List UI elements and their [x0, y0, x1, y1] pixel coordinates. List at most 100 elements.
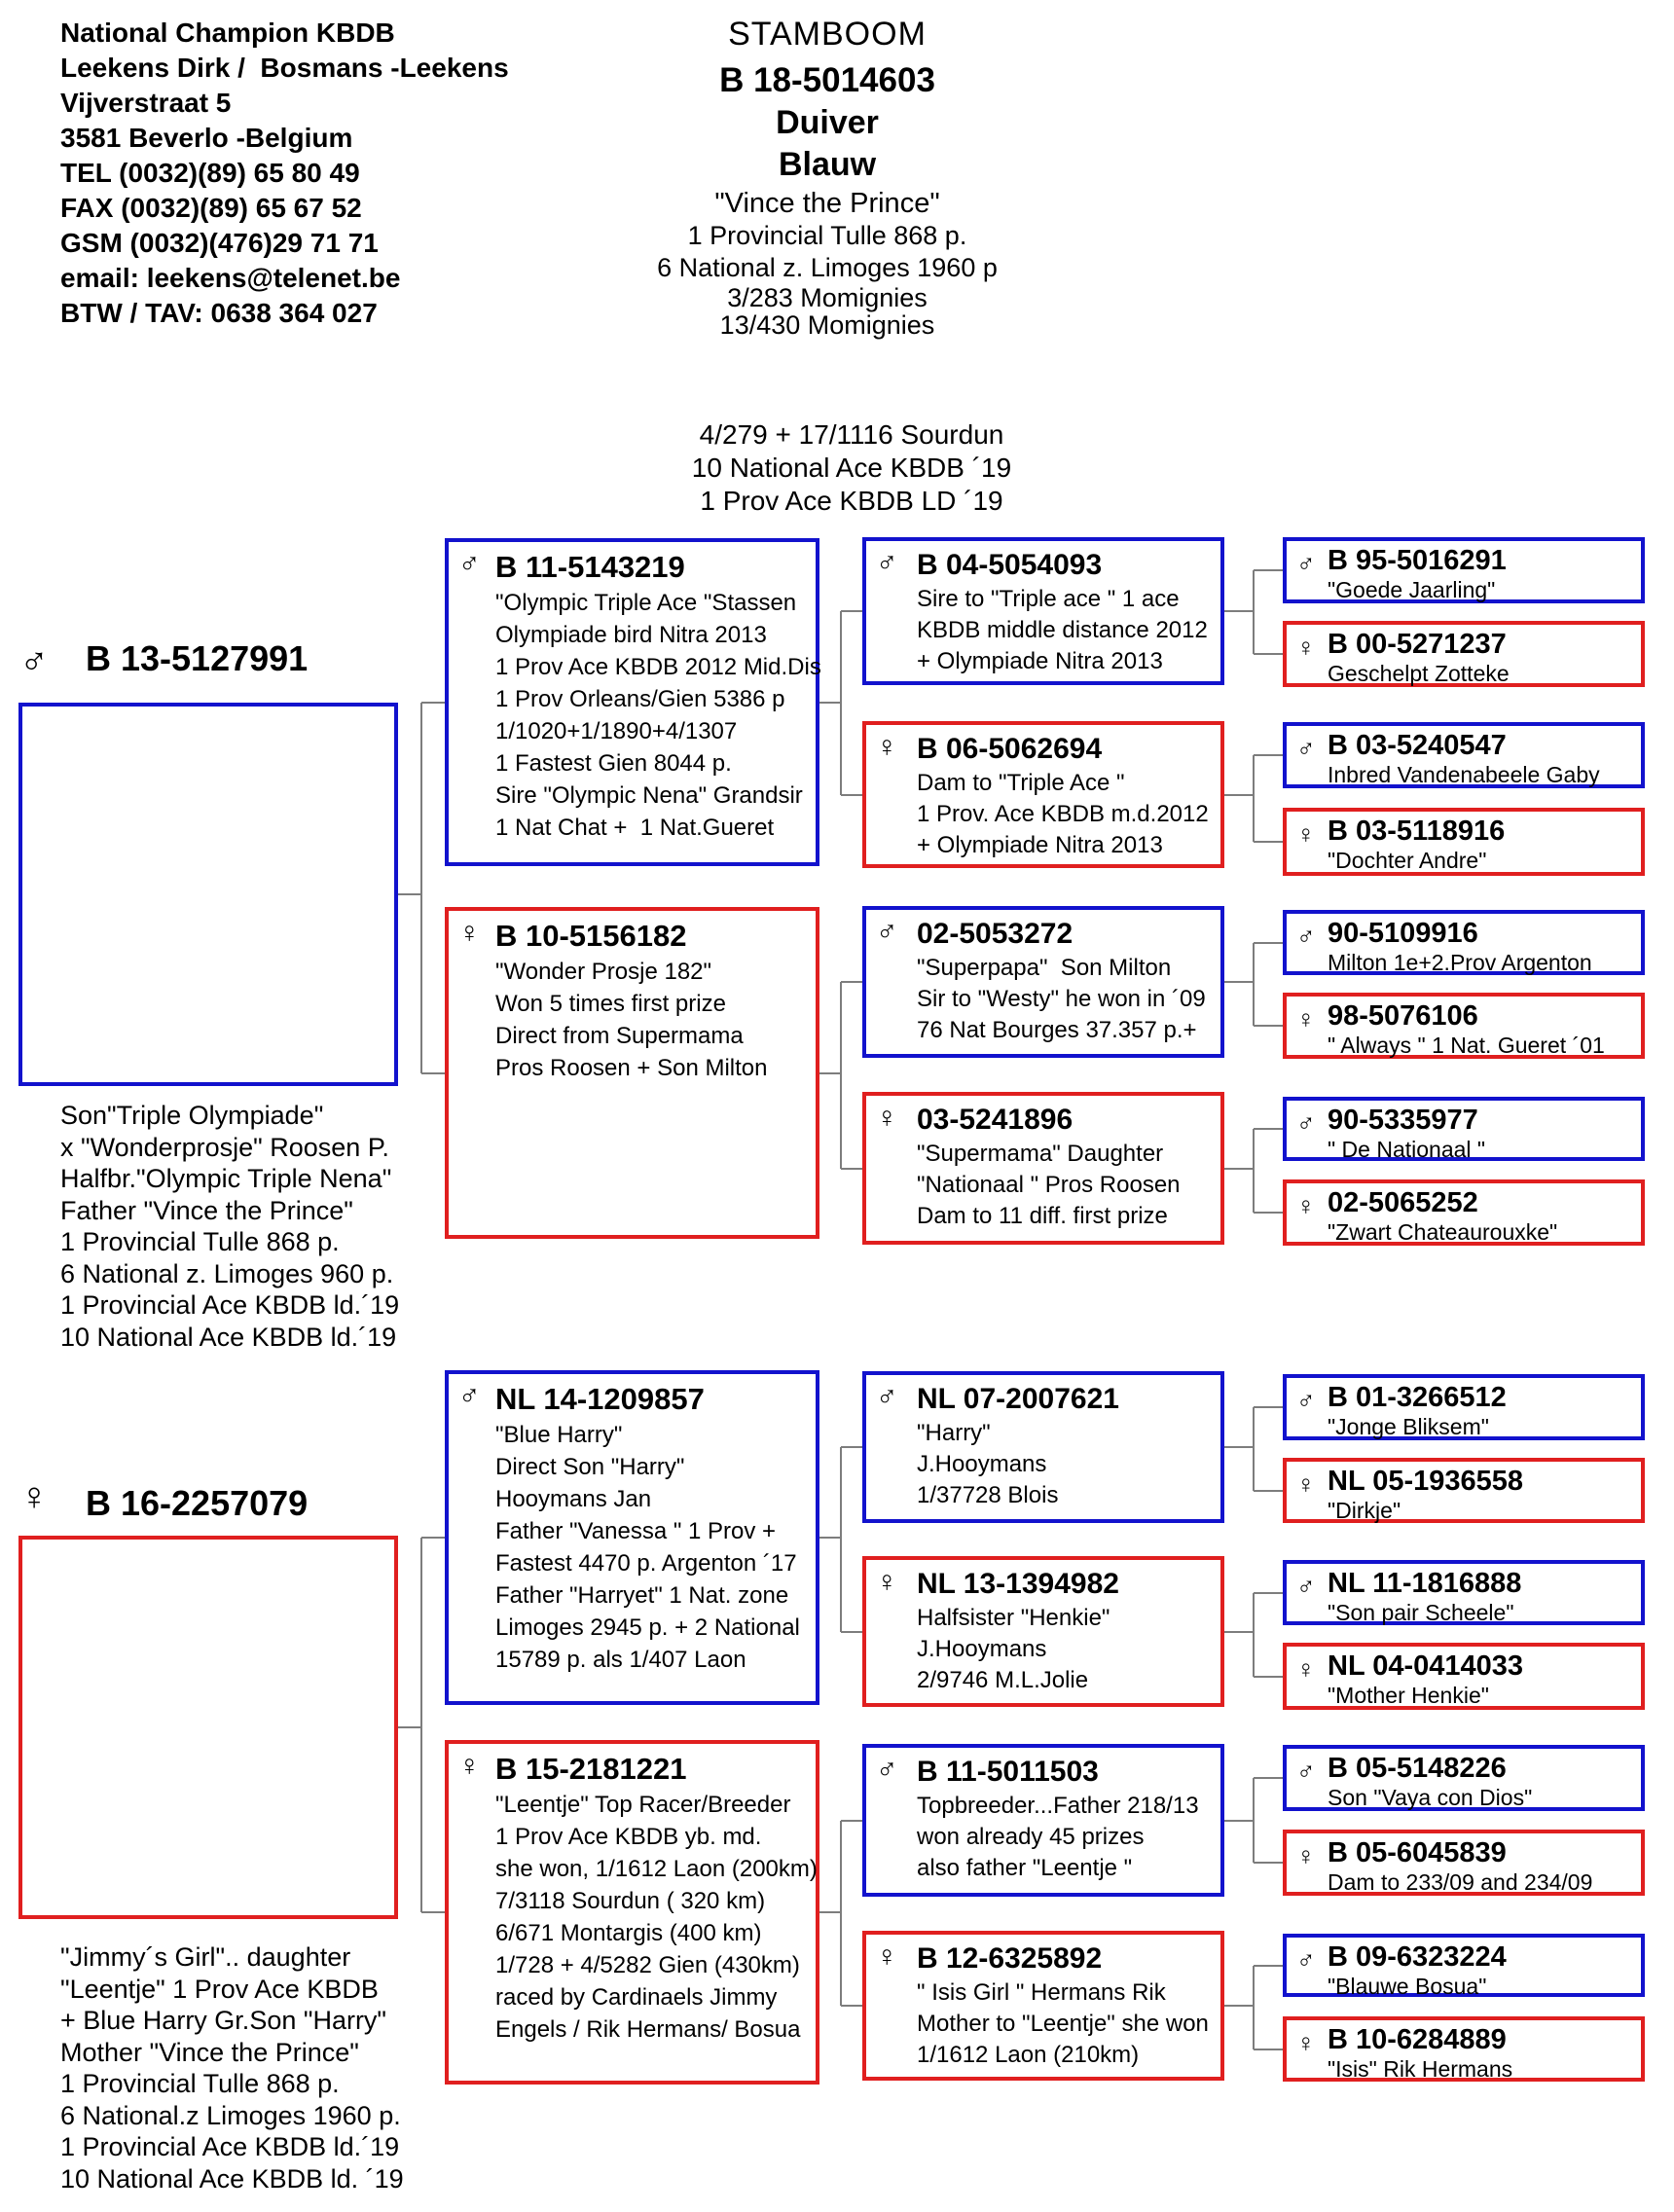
- connector-line: [1254, 1675, 1283, 1678]
- pedigree-node: ♂ B 05-5148226 Son "Vaya con Dios": [1283, 1745, 1645, 1811]
- ring-number: B 01-3266512: [1328, 1382, 1507, 1413]
- ring-number: B 11-5011503: [917, 1756, 1099, 1788]
- text-line: x "Wonderprosje" Roosen P.: [60, 1132, 389, 1162]
- node-details: "Isis" Rik Hermans: [1287, 2056, 1641, 2082]
- text-line: Son "Vaya con Dios": [1328, 1785, 1533, 1810]
- text-line: 1 Prov Ace KBDB LD ´19: [700, 486, 1003, 516]
- text-line: Halfbr."Olympic Triple Nena": [60, 1164, 392, 1193]
- text-line: Direct from Supermama: [495, 1023, 744, 1049]
- text-line: Won 5 times first prize: [495, 991, 726, 1017]
- sire-ring-number: B 13-5127991: [86, 638, 309, 678]
- node-details: "Goede Jaarling": [1287, 577, 1641, 602]
- pedigree-node: ♀ NL 13-1394982 Halfsister "Henkie" J.Hoo…: [862, 1556, 1224, 1707]
- ring-number: NL 07-2007621: [917, 1383, 1119, 1415]
- text-line: 2/9746 M.L.Jolie: [917, 1667, 1089, 1693]
- ring-number: B 06-5062694: [917, 733, 1103, 765]
- text-line: 4/279 + 17/1116 Sourdun: [699, 419, 1004, 450]
- text-line: "Supermama" Daughter: [917, 1141, 1164, 1167]
- node-details: "Blauwe Bosua": [1287, 1974, 1641, 1999]
- male-icon: ♂: [876, 547, 898, 579]
- text-line: J.Hooymans: [917, 1636, 1047, 1662]
- ring-number: 03-5241896: [917, 1104, 1074, 1136]
- text-line: Leekens Dirk / Bosmans -Leekens: [60, 53, 509, 83]
- connector-line: [841, 1630, 862, 1633]
- female-icon: ♀: [458, 1750, 481, 1782]
- male-icon: ♂: [458, 548, 481, 580]
- pedigree-node: ♀ 03-5241896 "Supermama" Daughter "Nation…: [862, 1092, 1224, 1245]
- connector-line: [840, 1820, 842, 2006]
- ring-number: NL 13-1394982: [917, 1568, 1119, 1600]
- connector-line: [841, 1446, 862, 1448]
- node-details: "Superpapa" Son Milton Sir to "Westy" he …: [866, 953, 1220, 1046]
- connector-line: [1253, 1592, 1255, 1677]
- text-line: 1/37728 Blois: [917, 1482, 1059, 1508]
- text-line: 1/728 + 4/5282 Gien (430km): [495, 1952, 800, 1978]
- text-line: 1 Provincial Ace KBDB ld.´19: [60, 2132, 400, 2161]
- male-icon: ♂: [458, 1380, 481, 1412]
- text-line: FAX (0032)(89) 65 67 52: [60, 193, 362, 223]
- connector-line: [1224, 793, 1254, 796]
- text-line: 1 Provincial Ace KBDB ld.´19: [60, 1290, 400, 1320]
- connector-line: [841, 2005, 862, 2007]
- text-line: raced by Cardinaels Jimmy: [495, 1984, 778, 2011]
- male-icon: ♂: [1296, 1386, 1316, 1415]
- text-line: + Olympiade Nitra 2013: [917, 832, 1163, 858]
- pedigree-node: ♀ B 05-6045839 Dam to 233/09 and 234/09: [1283, 1830, 1645, 1896]
- ring-number: NL 04-0414033: [1328, 1650, 1524, 1682]
- text-line: Engels / Rik Hermans/ Bosua: [495, 2016, 801, 2043]
- node-details: " Isis Girl " Hermans Rik Mother to "Leen…: [866, 1977, 1220, 2071]
- connector-line: [1254, 941, 1283, 944]
- text-line: "Leentje" 1 Prov Ace KBDB: [60, 1974, 379, 2004]
- document-title: STAMBOOM: [728, 16, 927, 53]
- text-line: 1 Prov Ace KBDB 2012 Mid.Dis: [495, 654, 821, 680]
- result-line: 3/283 Momignies: [727, 283, 928, 312]
- pedigree-node: ♀ B 03-5118916 "Dochter Andre": [1283, 808, 1645, 876]
- ring-number: B 00-5271237: [1328, 629, 1507, 660]
- connector-line: [1254, 2048, 1283, 2050]
- text-line: 1 Nat Chat + 1 Nat.Gueret: [495, 815, 775, 841]
- result-line: 6 National z. Limoges 1960 p: [657, 253, 998, 282]
- text-line: Sire to "Triple ace " 1 ace: [917, 586, 1180, 612]
- text-line: Dam to "Triple Ace ": [917, 770, 1125, 796]
- connector-line: [1254, 1025, 1283, 1027]
- text-line: + Blue Harry Gr.Son "Harry": [60, 2006, 387, 2035]
- pedigree-node: ♂ NL 07-2007621 "Harry" J.Hooymans 1/37728…: [862, 1371, 1224, 1523]
- text-line: she won, 1/1612 Laon (200km): [495, 1856, 818, 1882]
- result-line: 13/430 Momignies: [719, 310, 935, 340]
- text-line: 1/1612 Laon (210km): [917, 2042, 1140, 2068]
- connector-line: [1254, 1591, 1283, 1594]
- pedigree-node: ♀ NL 05-1936558 "Dirkje": [1283, 1458, 1645, 1523]
- pedigree-node: ♀ B 10-5156182 "Wonder Prosje 182" Won 5 …: [445, 907, 819, 1239]
- connector-line: [421, 1911, 445, 1913]
- pedigree-node: ♀ B 15-2181221 "Leentje" Top Racer/Breed…: [445, 1740, 819, 2085]
- ring-number: B 95-5016291: [1328, 545, 1507, 576]
- male-icon: ♂: [1296, 1108, 1316, 1138]
- male-icon: ♂: [1296, 1945, 1316, 1975]
- document-header: STAMBOOM B 18-5014603 Duiver Blauw "Vinc…: [569, 12, 1085, 339]
- text-line: 6/671 Montargis (400 km): [495, 1920, 762, 1946]
- text-line: Father "Harryet" 1 Nat. zone: [495, 1582, 789, 1609]
- text-line: Geschelpt Zotteke: [1328, 661, 1510, 686]
- text-line: also father "Leentje ": [917, 1855, 1133, 1881]
- text-line: "Jonge Bliksem": [1328, 1414, 1489, 1439]
- connector-line: [1254, 1964, 1283, 1967]
- node-details: "Son pair Scheele": [1287, 1600, 1641, 1625]
- male-icon: ♂: [876, 1381, 898, 1413]
- connector-line: [1254, 1406, 1283, 1408]
- connector-line: [420, 702, 422, 1073]
- node-details: "Olympic Triple Ace "Stassen Olympiade bi…: [449, 587, 821, 844]
- text-line: "Blauwe Bosua": [1328, 1974, 1487, 1999]
- connector-line: [1254, 1777, 1283, 1779]
- connector-line: [1253, 755, 1255, 842]
- text-line: BTW / TAV: 0638 364 027: [60, 298, 378, 328]
- connector-line: [840, 1447, 842, 1632]
- text-line: 10 National Ace KBDB ld. ´19: [60, 2163, 404, 2194]
- connector-line: [1224, 1446, 1254, 1448]
- pedigree-node: ♀ B 06-5062694 Dam to "Triple Ace " 1 Pro…: [862, 721, 1224, 868]
- node-details: "Supermama" Daughter "Nationaal " Pros Ro…: [866, 1139, 1220, 1232]
- text-line: "Jimmy´s Girl".. daughter: [60, 1942, 351, 1972]
- text-line: Hooymans Jan: [495, 1486, 652, 1512]
- sire-photo-box: [18, 703, 398, 1086]
- text-line: "Mother Henkie": [1328, 1683, 1489, 1708]
- text-line: 6 National z. Limoges 960 p.: [60, 1258, 394, 1288]
